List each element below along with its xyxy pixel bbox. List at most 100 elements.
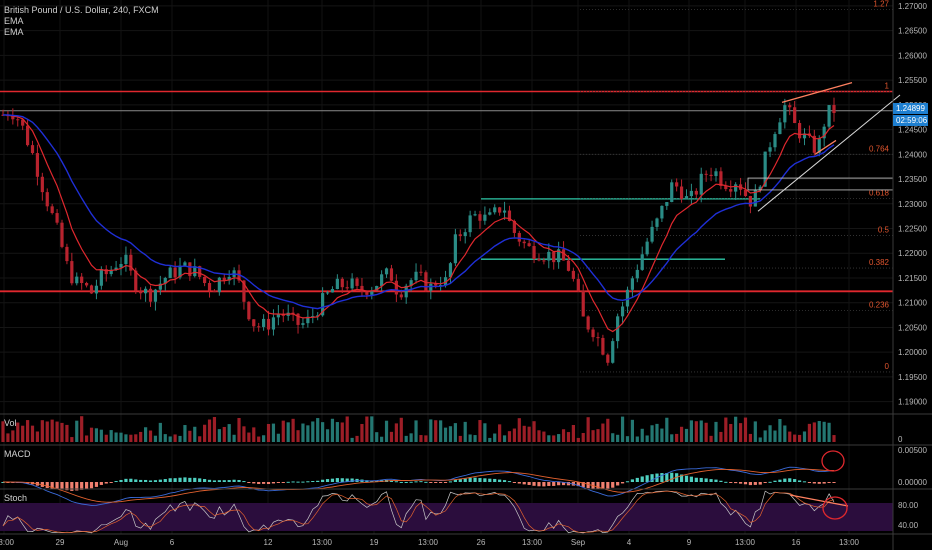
volume-bar [212,417,217,442]
volume-bar [724,417,728,442]
candle-body [296,313,300,325]
candle-body [168,267,172,278]
candle-body [591,329,595,338]
volume-bar [453,423,457,442]
candle-body [30,145,35,154]
candle-body [758,186,762,191]
volume-bar [625,436,630,442]
macd-histogram-bar [414,481,418,483]
volume-bar [193,426,197,442]
macd-histogram-bar [114,481,118,483]
macd-histogram-bar [271,482,276,484]
macd-histogram-bar [670,472,674,482]
macd-tick-label: 0.00000 [898,478,927,487]
volume-bar [409,433,413,442]
candle-body [394,280,398,295]
candle-body [601,337,605,355]
ema-legend-1[interactable]: EMA [4,16,24,26]
candle-body [124,254,128,265]
candle-body [389,268,394,281]
macd-histogram-bar [429,482,433,483]
macd-histogram-bar [50,482,54,489]
candle-body [257,326,261,328]
volume-bar [561,429,566,442]
volume-bar [399,417,403,442]
volume-bar [660,428,664,442]
upper-trendline [781,81,853,104]
candle-body [773,134,777,148]
volume-bar [325,429,330,442]
fib-label: 0 [885,362,890,371]
candle-body [434,283,438,286]
macd-histogram-bar [65,482,69,491]
candle-body [178,265,182,278]
price-tick-label: 1.25500 [898,76,927,85]
candle-body [552,251,556,263]
volume-bar [679,426,684,442]
candle-body [198,266,202,277]
macd-histogram-bar [640,476,644,482]
candle-body [724,185,728,190]
macd-histogram-bar [665,473,669,482]
time-tick-label: 29 [56,538,65,547]
volume-bar [694,421,698,442]
candle-body [493,207,497,213]
candle-body [507,210,512,221]
time-tick-label: 13:00 [522,538,543,547]
candle-body [802,133,807,139]
macd-histogram-bar [266,482,271,485]
ema-slow-line [2,114,835,310]
volume-tick-label: 0 [898,435,903,444]
volume-bar [517,418,521,442]
time-tick-label: 12 [264,538,273,547]
candle-body [817,138,821,153]
macd-histogram-bar [517,482,521,484]
volume-bar [571,424,575,442]
fib-label: 0.5 [878,225,890,234]
volume-bar [793,434,797,442]
volume-bar [198,436,202,442]
volume-bar [94,428,99,442]
volume-bar [404,435,408,442]
time-tick-label: 19 [370,538,379,547]
volume-bar [488,437,492,442]
price-axis[interactable]: 1.270001.265001.260001.255001.250001.245… [898,2,927,407]
candle-body [217,277,221,293]
macd-histogram-bar [704,478,708,482]
candle-body [70,261,74,284]
volume-bar [360,423,364,442]
symbol-title: British Pound / U.S. Dollar, 240, FXCM [4,5,159,15]
candle-body [822,126,826,139]
candle-body [483,214,487,221]
macd-histogram-bar [330,478,335,482]
volume-bar [547,435,551,442]
price-tick-label: 1.21000 [898,299,927,308]
candle-body [276,313,280,318]
volume-bar [424,435,428,442]
macd-histogram-bar [286,481,290,483]
time-axis[interactable]: 13:00 29 Aug 6 12 13:00 19 13:00 26 13:00 Sep 4 9 13:… [0,538,860,547]
ema-legend-2[interactable]: EMA [4,27,24,37]
volume-bar [797,434,802,442]
volume-bar [55,421,59,442]
volume-bar [222,426,226,442]
candle-body [453,234,457,264]
macd-histogram-bar [684,475,689,482]
candle-body [832,105,836,114]
macd-histogram-bar [70,482,74,491]
candle-body [345,287,349,289]
fib-retracement[interactable]: 1.27 1 0.764 0.618 0.5 0.382 0.236 0 [580,0,893,373]
candle-body [316,315,320,317]
price-tick-label: 1.24500 [898,126,927,135]
candle-body [399,294,403,298]
candle-body [266,318,271,330]
macd-histogram-bar [566,482,571,486]
volume-bar [729,423,733,442]
macd-histogram-bar [370,480,374,482]
candle-body [40,176,44,193]
volume-bar [596,429,600,442]
volume-bar [542,431,546,442]
fib-label: 1.27 [873,0,889,8]
ema-fast-line [2,114,835,333]
